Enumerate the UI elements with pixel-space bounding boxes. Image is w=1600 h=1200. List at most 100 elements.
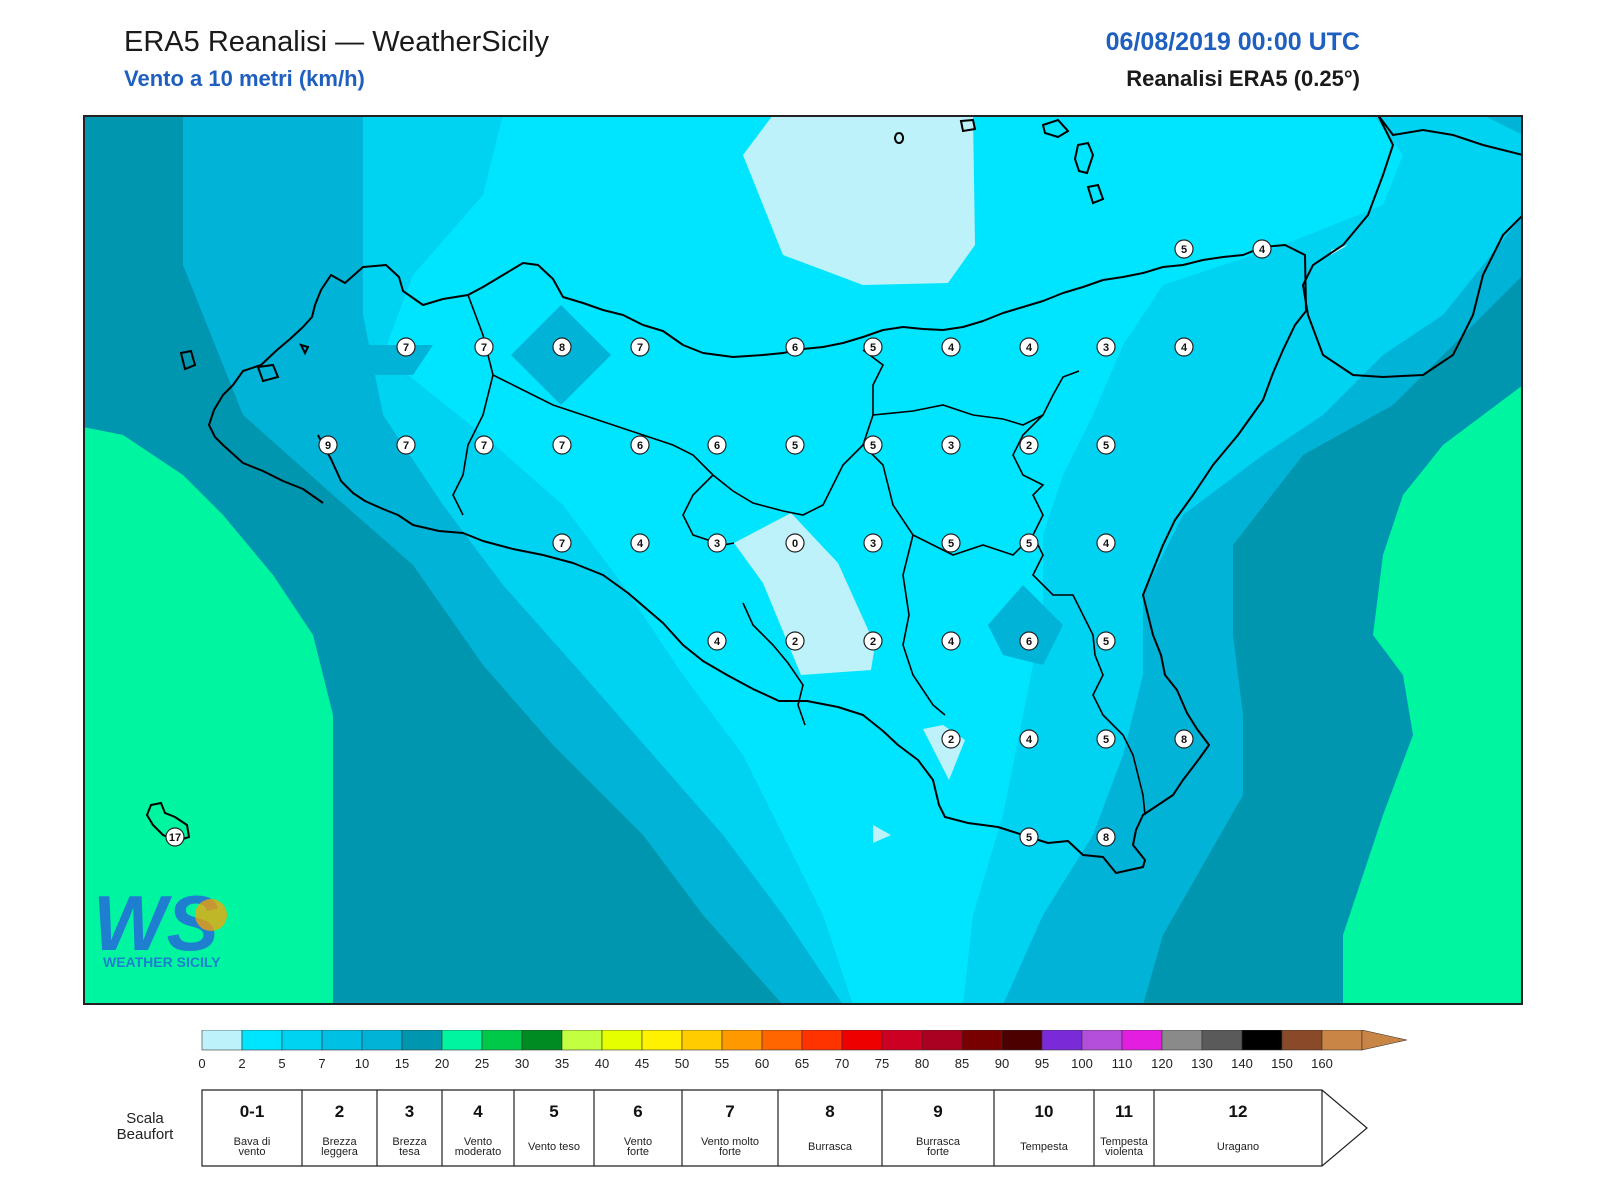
station-value: 5 [1181, 244, 1187, 256]
station-marker: 7 [552, 435, 572, 455]
beaufort-desc-line1: Brezza [392, 1136, 427, 1148]
station-circle [474, 435, 494, 455]
station-value: 5 [948, 538, 954, 550]
colorbar-tick: 85 [955, 1056, 969, 1071]
field-band-15-20-east [1343, 385, 1523, 1005]
station-value: 4 [948, 342, 955, 354]
station-value: 2 [948, 734, 954, 746]
station-marker: 4 [1174, 337, 1194, 357]
station-value: 4 [1259, 244, 1266, 256]
beaufort-number: 6 [633, 1102, 642, 1121]
beaufort-number: 5 [549, 1102, 558, 1121]
colorbar-segment [1081, 1030, 1123, 1051]
colorbar-tick: 25 [475, 1056, 489, 1071]
beaufort-frame [201, 1089, 1368, 1167]
station-circle [785, 533, 805, 553]
colorbar-segment [441, 1030, 483, 1051]
aeolian-islands [959, 118, 1105, 205]
station-marker: 3 [941, 435, 961, 455]
station-value: 4 [637, 538, 644, 550]
beaufort-desc-line1: Bava di [234, 1136, 271, 1148]
station-circle [785, 337, 805, 357]
egadi-islands [179, 343, 310, 383]
data-source: Reanalisi ERA5 (0.25°) [1126, 66, 1360, 91]
beaufort-desc-line1: Burrasca [808, 1141, 853, 1153]
beaufort-desc-line1: Burrasca [916, 1136, 961, 1148]
station-circle [1096, 631, 1116, 651]
station-circle [1174, 239, 1194, 259]
station-circle [165, 827, 185, 847]
station-circle [552, 533, 572, 553]
station-marker: 5 [1174, 239, 1194, 259]
colorbar-segment [521, 1030, 563, 1051]
station-value: 5 [1103, 636, 1109, 648]
station-circle [863, 533, 883, 553]
map-subtitle: Vento a 10 metri (km/h) [124, 66, 365, 91]
station-marker: 3 [863, 533, 883, 553]
valid-datetime: 06/08/2019 00:00 UTC [1105, 28, 1360, 56]
station-value: 8 [1181, 734, 1187, 746]
station-circle [1096, 435, 1116, 455]
beaufort-desc-line1: Vento [464, 1136, 492, 1148]
beaufort-desc-line1: Vento teso [528, 1141, 580, 1153]
beaufort-number: 0-1 [240, 1102, 265, 1121]
station-value: 0 [792, 538, 798, 550]
station-marker: 3 [707, 533, 727, 553]
station-circle [1096, 729, 1116, 749]
colorbar-tick: 30 [515, 1056, 529, 1071]
station-marker: 5 [863, 435, 883, 455]
station-value: 4 [1181, 342, 1188, 354]
beaufort-number: 9 [933, 1102, 942, 1121]
station-value: 7 [559, 538, 565, 550]
station-marker: 5 [1019, 827, 1039, 847]
station-marker: 6 [785, 337, 805, 357]
beaufort-desc-line2: leggera [321, 1146, 359, 1158]
station-value: 7 [403, 342, 409, 354]
station-circle [863, 435, 883, 455]
station-marker: 8 [552, 337, 572, 357]
colorbar-segment [721, 1030, 763, 1051]
station-value: 5 [1103, 440, 1109, 452]
colorbar-tick: 45 [635, 1056, 649, 1071]
station-marker: 0 [785, 533, 805, 553]
station-circle [318, 435, 338, 455]
station-value: 7 [637, 342, 643, 354]
station-circle [941, 729, 961, 749]
colorbar-segment [1001, 1030, 1043, 1051]
colorbar-tick: 110 [1112, 1056, 1133, 1071]
beaufort-desc-line2: tesa [399, 1146, 421, 1158]
colorbar-tick: 5 [278, 1056, 285, 1071]
colorbar-tick: 50 [675, 1056, 689, 1071]
station-marker: 5 [1096, 729, 1116, 749]
station-value: 7 [559, 440, 565, 452]
station-value: 5 [1026, 538, 1032, 550]
station-marker: 8 [1096, 827, 1116, 847]
field-pocket-7-10-a [363, 345, 433, 375]
station-value: 7 [403, 440, 409, 452]
beaufort-desc-line1: Vento [624, 1136, 652, 1148]
station-marker: 6 [1019, 631, 1039, 651]
colorbar-tick: 10 [355, 1056, 369, 1071]
field-calm-center [734, 513, 875, 675]
colorbar-tick: 35 [555, 1056, 569, 1071]
station-circle [707, 631, 727, 651]
beaufort-desc-line2: moderato [455, 1146, 501, 1158]
beaufort-desc-line1: Uragano [1217, 1141, 1259, 1153]
station-marker: 4 [1019, 729, 1039, 749]
field-calm-small-2 [1331, 245, 1348, 255]
station-circle [552, 337, 572, 357]
colorbar-segment [241, 1030, 283, 1051]
colorbar-tick: 60 [755, 1056, 769, 1071]
colorbar-segment [921, 1030, 963, 1051]
station-circle [1019, 435, 1039, 455]
colorbar-tick: 2 [238, 1056, 245, 1071]
station-circle [396, 435, 416, 455]
beaufort-desc-line2: violenta [1105, 1146, 1144, 1158]
station-value: 5 [870, 440, 876, 452]
colorbar-tick: 90 [995, 1056, 1009, 1071]
colorbar-segment [401, 1030, 443, 1051]
station-value: 6 [792, 342, 798, 354]
station-value: 8 [1103, 832, 1109, 844]
colorbar-segment [601, 1030, 643, 1051]
